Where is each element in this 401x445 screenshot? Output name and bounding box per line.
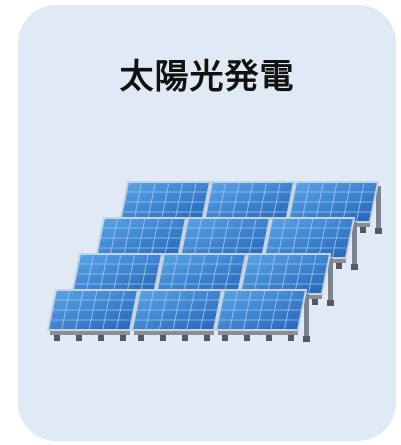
panel-foot [351, 264, 358, 270]
title: 太陽光発電 [119, 57, 295, 97]
panel-foot [204, 335, 210, 341]
panel-foot [375, 228, 382, 234]
panel-foot [266, 335, 272, 341]
panel-foot [222, 335, 228, 341]
panel-foot [303, 336, 310, 342]
panel-stand [218, 330, 298, 335]
panel-stand [50, 330, 130, 335]
panel-foot [312, 299, 318, 305]
panel-side-leg [304, 294, 309, 340]
panel-stand [134, 330, 214, 335]
panels [46, 181, 382, 342]
panel-side-leg [352, 222, 357, 268]
panel-side-leg [328, 258, 333, 304]
panel-foot [120, 335, 126, 341]
panel-foot [160, 335, 166, 341]
panel-foot [336, 263, 342, 269]
panel-side-leg [376, 186, 381, 232]
panel-foot [182, 335, 188, 341]
panel-foot [98, 335, 104, 341]
panel-foot [244, 335, 250, 341]
panel-foot [76, 335, 82, 341]
panel-foot [288, 335, 294, 341]
panel-foot [138, 335, 144, 341]
panel-foot [360, 227, 366, 233]
panel-foot [327, 300, 334, 306]
panel-foot [54, 335, 60, 341]
